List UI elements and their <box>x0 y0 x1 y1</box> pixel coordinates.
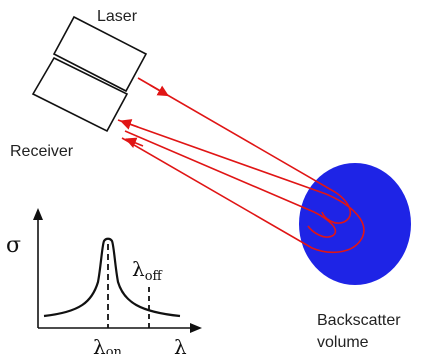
backscatter-label-line1: Backscatter <box>317 312 401 329</box>
backscatter-label-line2: volume <box>317 334 369 351</box>
lambda-on-label: λon <box>93 335 123 354</box>
lambda-off-subscript: off <box>145 269 164 284</box>
sigma-label: σ <box>6 233 21 258</box>
lambda-axis-label: λ <box>174 335 187 354</box>
return-beam-outer-arrow <box>119 119 139 130</box>
laser-box <box>52 15 148 93</box>
backscatter-volume <box>299 163 411 285</box>
receiver-box <box>31 56 129 133</box>
receiver-label: Receiver <box>10 143 74 160</box>
lambda-off-label: λoff <box>132 257 164 284</box>
return-beam-inner-arrow <box>124 137 144 149</box>
cross-section-plot: σ λoff λon λ <box>6 208 202 354</box>
lambda-on-subscript: on <box>106 345 123 354</box>
laser-label: Laser <box>97 8 138 25</box>
absorption-line-curve <box>43 237 181 318</box>
return-beam-inner <box>124 130 337 238</box>
return-beam-outer <box>117 119 365 254</box>
laser-beam-arrow <box>149 84 169 97</box>
x-axis-arrowhead <box>190 323 202 333</box>
laser-beam <box>137 77 352 224</box>
y-axis-arrowhead <box>33 208 43 220</box>
